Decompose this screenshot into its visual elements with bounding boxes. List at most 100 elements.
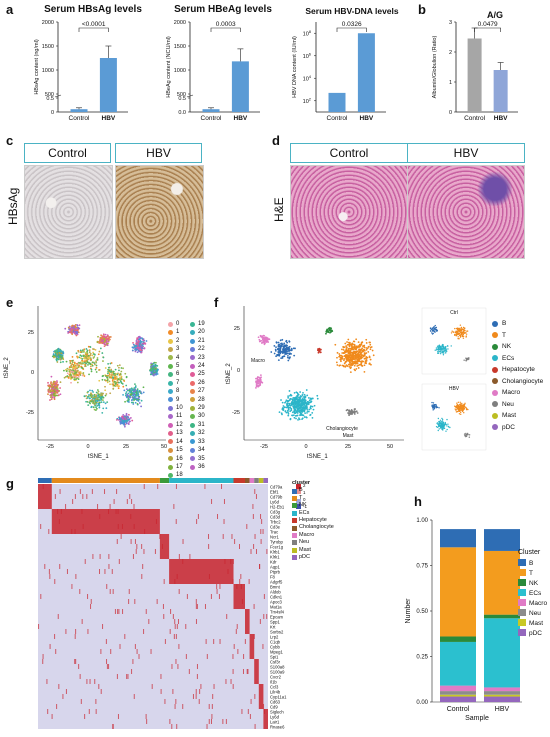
tsne-point bbox=[123, 389, 126, 392]
cluster-label: 33 bbox=[198, 438, 205, 445]
y-tick-label: 1.00 bbox=[416, 518, 428, 524]
gene-label: Klrb1 bbox=[270, 549, 280, 554]
tsne-point bbox=[348, 365, 351, 368]
tsne-point bbox=[56, 351, 59, 354]
tsne-point bbox=[453, 334, 456, 336]
heatmap-cell bbox=[244, 639, 246, 644]
heatmap-cell bbox=[262, 644, 264, 649]
tsne-point bbox=[468, 436, 471, 438]
heatmap-high-block bbox=[51, 519, 160, 524]
y-tick-label: 1000 bbox=[174, 68, 186, 74]
tsne-point bbox=[296, 403, 299, 406]
heatmap-cell bbox=[42, 654, 44, 659]
tsne-point bbox=[152, 366, 154, 369]
cluster-swatch bbox=[190, 397, 195, 403]
stack-legend-label: B bbox=[529, 560, 533, 567]
y-axis-label: HBV DNA content (IU/ml) bbox=[292, 36, 298, 98]
cluster-legend-item: 1 bbox=[168, 328, 183, 336]
y-tick-label: 102 bbox=[303, 96, 312, 105]
tsne-point bbox=[434, 404, 436, 406]
y-tick-label: 1 bbox=[449, 80, 452, 86]
tsne-point bbox=[303, 416, 306, 418]
tsne-point bbox=[363, 352, 366, 354]
heatmap-cell bbox=[95, 699, 97, 704]
tsne-point bbox=[97, 353, 100, 356]
tsne-point bbox=[134, 388, 137, 391]
tsne-point bbox=[358, 345, 361, 348]
tsne-point bbox=[459, 324, 462, 326]
tsne-point bbox=[279, 352, 282, 355]
y-axis-label: HBsAg content (ng/ml) bbox=[34, 39, 40, 94]
heatmap-cell bbox=[42, 659, 44, 664]
cluster-legend-item: 12 bbox=[168, 421, 183, 429]
tsne-point bbox=[446, 350, 448, 352]
heatmap-cell bbox=[246, 524, 248, 529]
tsne-point bbox=[279, 347, 282, 350]
cluster-label: 10 bbox=[176, 405, 183, 412]
stack-legend-swatch bbox=[518, 599, 526, 606]
stack-legend-label: NK bbox=[529, 580, 539, 587]
tsne-point bbox=[89, 352, 92, 355]
tsne-point bbox=[121, 415, 124, 418]
tsne-point bbox=[347, 363, 350, 366]
heatmap-cell bbox=[254, 534, 256, 539]
tsne-point bbox=[432, 402, 435, 404]
x-tick-label: 50 bbox=[387, 444, 393, 450]
tsne-point bbox=[360, 363, 363, 365]
tsne-point bbox=[447, 423, 449, 425]
heatmap-high-block bbox=[249, 639, 255, 644]
cluster-label: 36 bbox=[198, 463, 205, 470]
tsne-point bbox=[303, 406, 306, 409]
heatmap-cell bbox=[172, 689, 174, 694]
tsne-point bbox=[133, 398, 136, 401]
tsne-point bbox=[460, 411, 462, 414]
tsne-point bbox=[69, 362, 72, 365]
heatmap-cell bbox=[120, 534, 122, 539]
heatmap-cell bbox=[169, 629, 171, 634]
cluster-bar-segment bbox=[169, 478, 234, 483]
tsne-point bbox=[257, 336, 260, 339]
tsne-point bbox=[359, 348, 362, 351]
heatmap-cell bbox=[177, 664, 179, 669]
tsne-point bbox=[81, 374, 84, 377]
tsne-point bbox=[80, 366, 83, 369]
tsne-point bbox=[433, 330, 435, 332]
tsne-point bbox=[277, 341, 280, 344]
tsne-point bbox=[153, 364, 155, 367]
tsne-point bbox=[293, 354, 296, 357]
heatmap-cell bbox=[59, 564, 61, 569]
tsne-point bbox=[96, 389, 99, 391]
tsne-point bbox=[102, 374, 105, 377]
tsne-point bbox=[85, 355, 88, 358]
stack-segment-t bbox=[440, 547, 476, 637]
tsne-point bbox=[122, 422, 124, 425]
tsne-point bbox=[137, 400, 140, 402]
tsne-point bbox=[134, 386, 137, 389]
tsne-point bbox=[66, 372, 69, 375]
tsne-point bbox=[342, 364, 345, 367]
tsne-point bbox=[255, 386, 257, 389]
tsne-point bbox=[49, 399, 51, 401]
tsne-point bbox=[461, 404, 463, 407]
tsne-point bbox=[348, 414, 350, 417]
gene-label: Ncr1 bbox=[270, 534, 280, 539]
tsne-point bbox=[50, 382, 52, 385]
tsne-point bbox=[66, 367, 69, 370]
tsne-point bbox=[77, 375, 80, 378]
cluster-swatch bbox=[168, 397, 173, 403]
heatmap-row bbox=[38, 539, 268, 544]
heatmap-high-block bbox=[233, 589, 245, 594]
cluster-label: 6 bbox=[176, 371, 180, 378]
tsne-point bbox=[102, 356, 105, 359]
heatmap-cell bbox=[197, 514, 199, 519]
heatmap-row bbox=[38, 599, 268, 604]
tsne-point bbox=[275, 346, 277, 349]
cluster-swatch bbox=[190, 346, 195, 352]
gene-label: Il1b bbox=[270, 679, 277, 684]
tsne-point bbox=[439, 427, 442, 429]
tsne-point bbox=[81, 358, 84, 360]
tsne-point bbox=[281, 338, 284, 341]
tsne-point bbox=[97, 402, 100, 405]
heatmap-cell bbox=[255, 549, 257, 554]
tsne-point bbox=[443, 347, 446, 349]
